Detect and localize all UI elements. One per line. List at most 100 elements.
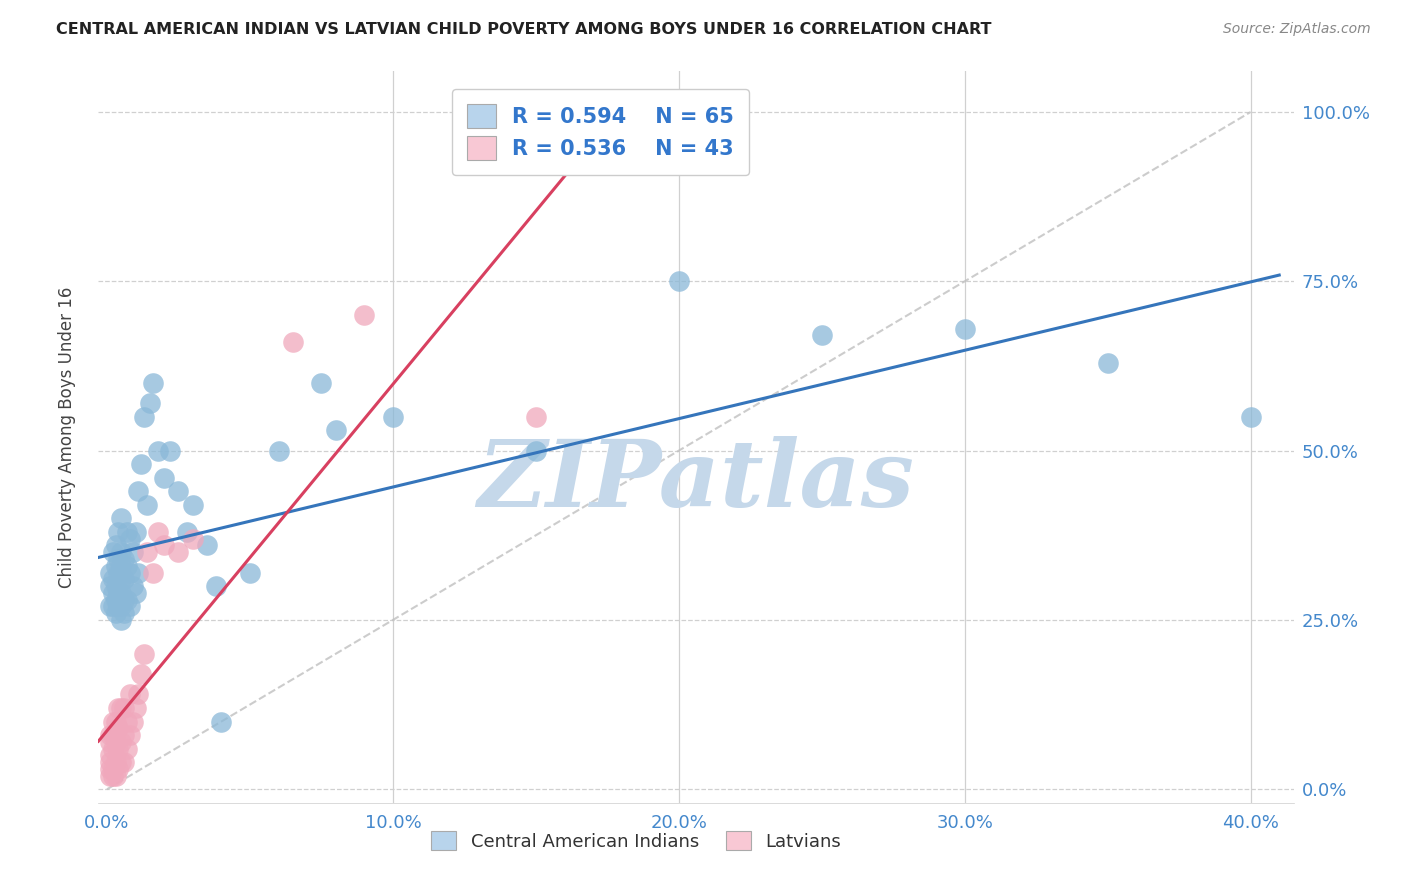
Point xyxy=(139,396,162,410)
Point xyxy=(353,308,375,322)
Point xyxy=(101,599,124,614)
Text: CENTRAL AMERICAN INDIAN VS LATVIAN CHILD POVERTY AMONG BOYS UNDER 16 CORRELATION: CENTRAL AMERICAN INDIAN VS LATVIAN CHILD… xyxy=(56,22,991,37)
Point xyxy=(127,688,149,702)
Point xyxy=(127,566,149,580)
Point xyxy=(134,409,156,424)
Point xyxy=(112,755,135,769)
Point xyxy=(381,409,404,424)
Point xyxy=(107,586,129,600)
Point xyxy=(124,524,146,539)
Point xyxy=(98,762,121,776)
Point xyxy=(118,688,141,702)
Point xyxy=(110,545,132,559)
Point xyxy=(115,741,138,756)
Point xyxy=(118,599,141,614)
Point xyxy=(107,566,129,580)
Point xyxy=(101,762,124,776)
Point xyxy=(98,599,121,614)
Point xyxy=(104,592,127,607)
Point xyxy=(124,701,146,715)
Point xyxy=(311,376,333,390)
Point xyxy=(104,538,127,552)
Point xyxy=(118,728,141,742)
Point xyxy=(153,471,176,485)
Point xyxy=(101,545,124,559)
Point xyxy=(110,701,132,715)
Point xyxy=(104,714,127,729)
Point xyxy=(107,741,129,756)
Point xyxy=(104,606,127,620)
Point xyxy=(115,524,138,539)
Point xyxy=(267,443,290,458)
Legend: Central American Indians, Latvians: Central American Indians, Latvians xyxy=(422,822,851,860)
Point xyxy=(101,728,124,742)
Point xyxy=(110,511,132,525)
Point xyxy=(110,586,132,600)
Point xyxy=(142,566,165,580)
Text: ZIPatlas: ZIPatlas xyxy=(478,436,914,526)
Point xyxy=(1097,355,1119,369)
Point xyxy=(107,552,129,566)
Point xyxy=(101,572,124,586)
Point xyxy=(118,532,141,546)
Point xyxy=(118,566,141,580)
Point xyxy=(181,532,204,546)
Point xyxy=(112,592,135,607)
Point xyxy=(107,599,129,614)
Point xyxy=(167,545,190,559)
Point xyxy=(110,572,132,586)
Point xyxy=(115,592,138,607)
Point xyxy=(953,322,976,336)
Point xyxy=(112,552,135,566)
Point xyxy=(668,274,690,288)
Point xyxy=(98,579,121,593)
Point xyxy=(112,606,135,620)
Point xyxy=(104,579,127,593)
Point xyxy=(107,701,129,715)
Point xyxy=(107,762,129,776)
Point xyxy=(104,769,127,783)
Point xyxy=(112,701,135,715)
Point xyxy=(131,457,153,471)
Point xyxy=(124,586,146,600)
Point xyxy=(110,755,132,769)
Point xyxy=(104,755,127,769)
Point xyxy=(524,443,547,458)
Point xyxy=(195,538,218,552)
Point xyxy=(167,484,190,499)
Point xyxy=(1239,409,1261,424)
Point xyxy=(181,498,204,512)
Point xyxy=(98,755,121,769)
Point xyxy=(810,328,832,343)
Point xyxy=(112,728,135,742)
Point xyxy=(142,376,165,390)
Point xyxy=(101,586,124,600)
Point xyxy=(121,714,143,729)
Point xyxy=(104,735,127,749)
Point xyxy=(115,558,138,573)
Point xyxy=(107,721,129,735)
Point xyxy=(112,572,135,586)
Point xyxy=(110,613,132,627)
Point xyxy=(101,741,124,756)
Point xyxy=(110,599,132,614)
Point xyxy=(110,735,132,749)
Point xyxy=(101,769,124,783)
Point xyxy=(136,498,159,512)
Point xyxy=(98,748,121,763)
Point xyxy=(136,545,159,559)
Y-axis label: Child Poverty Among Boys Under 16: Child Poverty Among Boys Under 16 xyxy=(58,286,76,588)
Point xyxy=(153,538,176,552)
Point xyxy=(281,335,304,350)
Point xyxy=(104,558,127,573)
Point xyxy=(209,714,232,729)
Point xyxy=(101,714,124,729)
Point xyxy=(148,443,170,458)
Point xyxy=(325,423,347,437)
Point xyxy=(127,484,149,499)
Point xyxy=(98,728,121,742)
Point xyxy=(121,579,143,593)
Point xyxy=(176,524,198,539)
Point xyxy=(98,566,121,580)
Point xyxy=(524,409,547,424)
